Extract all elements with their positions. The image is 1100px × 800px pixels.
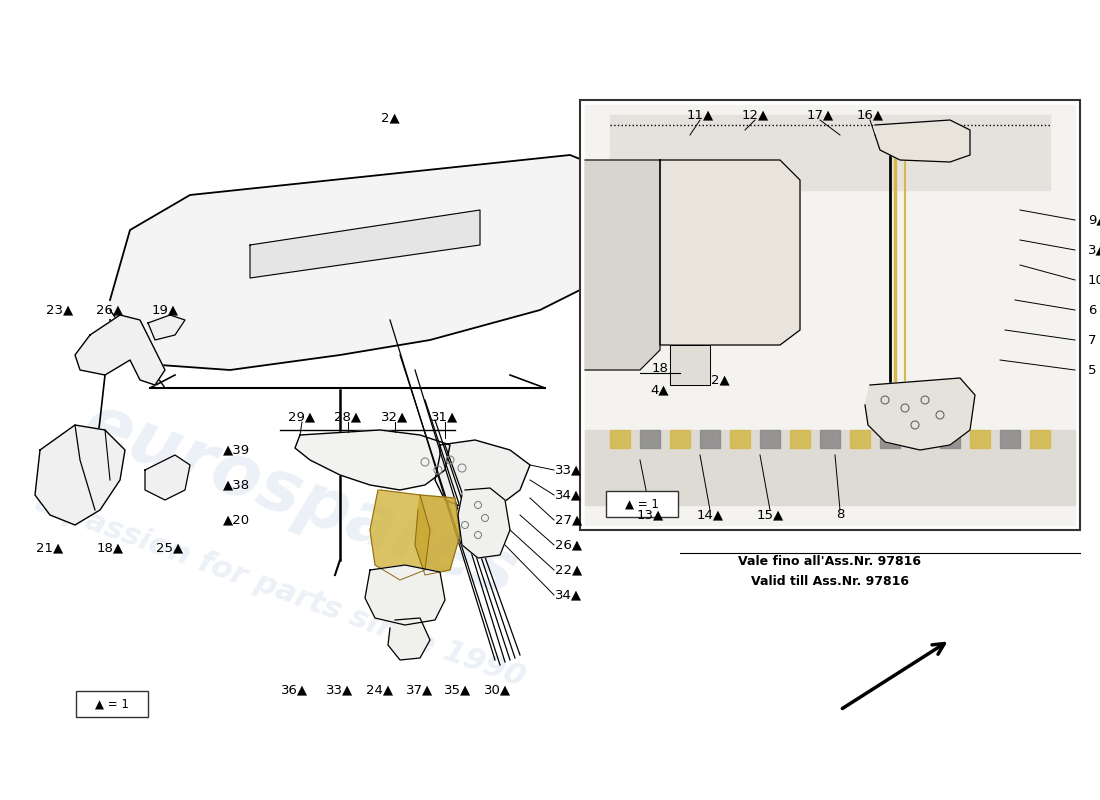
FancyBboxPatch shape <box>606 491 678 517</box>
Polygon shape <box>434 440 530 510</box>
Text: 35▲: 35▲ <box>444 683 472 697</box>
Polygon shape <box>148 315 185 340</box>
Text: ▲20: ▲20 <box>223 514 250 526</box>
Text: 19▲: 19▲ <box>152 303 178 317</box>
Text: 26▲: 26▲ <box>556 538 582 551</box>
Text: Valid till Ass.Nr. 97816: Valid till Ass.Nr. 97816 <box>751 575 909 588</box>
Text: 16▲: 16▲ <box>857 109 883 122</box>
Text: Vale fino all'Ass.Nr. 97816: Vale fino all'Ass.Nr. 97816 <box>738 555 922 568</box>
Text: 37▲: 37▲ <box>406 683 433 697</box>
Text: ▲ = 1: ▲ = 1 <box>95 698 129 710</box>
Polygon shape <box>365 565 446 625</box>
Text: 34▲: 34▲ <box>556 489 582 502</box>
Text: 31▲: 31▲ <box>431 410 459 423</box>
Text: 6: 6 <box>1088 303 1097 317</box>
Polygon shape <box>760 430 780 448</box>
Text: 3▲: 3▲ <box>1088 243 1100 257</box>
Polygon shape <box>610 115 1050 190</box>
Polygon shape <box>110 155 620 370</box>
Polygon shape <box>970 430 990 448</box>
Text: 23▲: 23▲ <box>46 303 74 317</box>
Text: 34▲: 34▲ <box>556 589 582 602</box>
Polygon shape <box>910 430 930 448</box>
Text: 25▲: 25▲ <box>156 542 184 554</box>
Polygon shape <box>145 455 190 500</box>
Text: 33▲: 33▲ <box>327 683 353 697</box>
Text: 17▲: 17▲ <box>806 109 834 122</box>
Text: 12▲: 12▲ <box>741 109 769 122</box>
Polygon shape <box>850 430 870 448</box>
Polygon shape <box>75 315 165 385</box>
Polygon shape <box>730 430 750 448</box>
Text: 26▲: 26▲ <box>97 303 123 317</box>
Polygon shape <box>415 495 460 575</box>
Polygon shape <box>790 430 810 448</box>
Text: ▲39: ▲39 <box>223 443 250 457</box>
Text: 2▲: 2▲ <box>711 374 729 386</box>
Polygon shape <box>610 430 630 448</box>
Polygon shape <box>585 430 1075 505</box>
Text: 32▲: 32▲ <box>382 410 408 423</box>
Polygon shape <box>670 430 690 448</box>
Polygon shape <box>295 430 450 490</box>
Polygon shape <box>585 105 1075 525</box>
Text: 36▲: 36▲ <box>282 683 309 697</box>
Text: ▲ = 1: ▲ = 1 <box>625 498 659 510</box>
Polygon shape <box>660 160 800 345</box>
Text: eurospares: eurospares <box>74 390 527 610</box>
Polygon shape <box>370 490 430 580</box>
Polygon shape <box>880 430 900 448</box>
Text: 21▲: 21▲ <box>36 542 64 554</box>
Text: 8: 8 <box>836 509 844 522</box>
Polygon shape <box>874 120 970 162</box>
Text: 13▲: 13▲ <box>637 509 663 522</box>
Text: 30▲: 30▲ <box>484 683 512 697</box>
Polygon shape <box>1000 430 1020 448</box>
Text: 2▲: 2▲ <box>381 111 399 125</box>
Text: 27▲: 27▲ <box>556 514 582 526</box>
Text: 4▲: 4▲ <box>651 383 669 397</box>
Text: 11▲: 11▲ <box>686 109 714 122</box>
Polygon shape <box>640 430 660 448</box>
Polygon shape <box>670 345 710 385</box>
Polygon shape <box>388 618 430 660</box>
Text: 10▲: 10▲ <box>1088 274 1100 286</box>
Text: 14▲: 14▲ <box>696 509 724 522</box>
Text: 22▲: 22▲ <box>556 563 582 577</box>
Text: 28▲: 28▲ <box>334 410 362 423</box>
Text: 29▲: 29▲ <box>288 410 316 423</box>
Text: 18▲: 18▲ <box>97 542 123 554</box>
Polygon shape <box>35 425 125 525</box>
FancyBboxPatch shape <box>76 691 148 717</box>
Polygon shape <box>940 430 960 448</box>
Text: 33▲: 33▲ <box>556 463 582 477</box>
Polygon shape <box>458 488 510 558</box>
Text: ▲38: ▲38 <box>223 478 250 491</box>
Text: 18: 18 <box>651 362 669 374</box>
Polygon shape <box>250 210 480 278</box>
Text: a passion for parts since 1990: a passion for parts since 1990 <box>31 487 529 693</box>
Polygon shape <box>585 160 660 370</box>
Polygon shape <box>1030 430 1050 448</box>
Text: 5: 5 <box>1088 363 1097 377</box>
Polygon shape <box>820 430 840 448</box>
Text: 15▲: 15▲ <box>757 509 783 522</box>
Polygon shape <box>700 430 720 448</box>
Text: 24▲: 24▲ <box>366 683 394 697</box>
Bar <box>580 100 1080 530</box>
Text: 7: 7 <box>1088 334 1097 346</box>
Text: 9▲: 9▲ <box>1088 214 1100 226</box>
Polygon shape <box>865 378 975 450</box>
